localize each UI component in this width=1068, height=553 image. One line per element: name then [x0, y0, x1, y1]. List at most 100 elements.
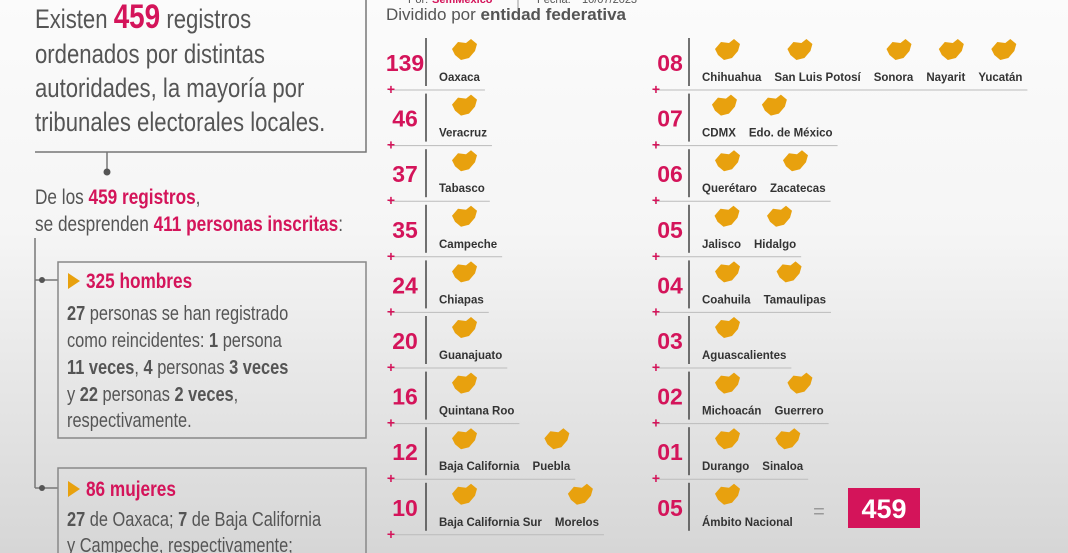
text-segment: De los	[35, 187, 89, 210]
text-segment: 411 personas inscritas	[154, 214, 339, 237]
text-line: y Campeche, respectivamente;	[67, 533, 293, 553]
state-icon	[452, 94, 477, 116]
plus: +	[652, 303, 660, 319]
text-segment: 11 veces	[67, 355, 134, 378]
text-segment: personas	[153, 355, 229, 378]
state-icon	[452, 428, 477, 450]
state-name: Chiapas	[439, 294, 484, 306]
men-title: 325 hombres	[86, 271, 192, 294]
state-icon	[787, 372, 813, 394]
state-icon	[767, 205, 792, 227]
state-icon	[452, 372, 477, 394]
text-segment: de Oaxaca;	[85, 507, 178, 530]
text-segment: como reincidentes:	[67, 328, 209, 351]
state-icon	[761, 94, 787, 116]
state-name: Durango	[702, 461, 749, 473]
state-icon	[452, 150, 477, 172]
text-line: tribunales electorales locales.	[35, 108, 325, 138]
count: 16	[392, 384, 418, 410]
state-icon	[715, 261, 740, 283]
text-segment: respectivamente.	[67, 408, 192, 431]
author: SemMéxico	[432, 0, 493, 6]
text-line: autoridades, la mayoría por	[35, 74, 304, 104]
state-name: Baja California	[439, 461, 520, 473]
state-icon	[715, 372, 740, 394]
text-segment: y Campeche, respectivamente;	[67, 533, 293, 553]
groups: 139 Oaxaca +46 Veracruz +37 Tabasco +35 Campech…	[386, 38, 1028, 542]
left-frame	[34, 0, 367, 553]
state-icon	[938, 39, 964, 60]
text-segment: registros	[160, 5, 251, 35]
text-segment: 3 veces	[229, 355, 288, 378]
text-segment: ordenados por distintas	[35, 40, 265, 70]
text-segment: 459	[114, 0, 161, 36]
plus: +	[387, 526, 395, 542]
text-segment: 27	[67, 301, 85, 324]
state-icon	[452, 39, 477, 60]
text-segment: personas	[98, 382, 174, 405]
state-name: Edo. de México	[749, 128, 833, 140]
text-line: 27 personas se han registrado	[67, 301, 288, 324]
count: 20	[392, 328, 418, 354]
text-segment: 22	[80, 382, 98, 405]
equals: =	[813, 501, 825, 523]
state-icon	[452, 205, 477, 227]
state-name: CDMX	[702, 128, 736, 140]
text-segment: ,	[234, 382, 239, 405]
text-segment: se desprenden	[35, 214, 154, 237]
count: 05	[657, 495, 683, 521]
state-icon	[787, 39, 813, 60]
text-segment: autoridades, la mayoría por	[35, 74, 304, 104]
state-name: Baja California Sur	[439, 517, 542, 529]
text-segment: personas se han registrado	[85, 301, 288, 324]
count: 07	[657, 106, 683, 132]
state-icon	[544, 428, 570, 450]
text-line: y 22 personas 2 veces,	[67, 382, 238, 405]
women-title: 86 mujeres	[86, 479, 176, 502]
triangle	[68, 481, 80, 497]
count: 01	[657, 439, 683, 465]
total-box	[848, 488, 920, 528]
dot	[39, 485, 45, 491]
state-name: Aguascalientes	[702, 350, 786, 362]
left-text: Existen 459 registros ordenados por disti…	[35, 0, 343, 553]
count: 46	[392, 106, 418, 132]
text-segment: y	[67, 382, 80, 405]
plus: +	[387, 81, 395, 97]
plus: +	[652, 470, 660, 486]
state-name: Jalisco	[702, 239, 741, 251]
state-name: Coahuila	[702, 294, 751, 306]
plus: +	[652, 415, 660, 431]
state-name: Guerrero	[774, 406, 823, 418]
state-icon	[711, 94, 737, 116]
count: 05	[657, 217, 683, 243]
text-line: respectivamente.	[67, 408, 192, 431]
state-name: Puebla	[533, 461, 571, 473]
text-line: ordenados por distintas	[35, 40, 265, 70]
state-icon	[782, 150, 808, 172]
state-icon	[776, 261, 802, 283]
state-name: Campeche	[439, 239, 497, 251]
text-line: se desprenden 411 personas inscritas:	[35, 214, 343, 237]
count: 03	[657, 328, 683, 354]
text-segment: de Baja California	[187, 507, 322, 530]
text-line: Existen 459 registros	[35, 0, 251, 36]
state-name: Sinaloa	[762, 461, 804, 473]
text-segment: ,	[196, 187, 201, 210]
plus: +	[652, 248, 660, 264]
state-name: Querétaro	[702, 183, 757, 195]
state-name: Yucatán	[978, 72, 1022, 84]
state-name: Tamaulipas	[764, 294, 826, 306]
text-segment: tribunales electorales locales.	[35, 108, 325, 138]
text-segment: 2 veces	[174, 382, 233, 405]
count: 12	[392, 439, 418, 465]
state-icon	[452, 261, 477, 283]
state-icon	[886, 39, 912, 60]
plus: +	[387, 359, 395, 375]
count: 04	[657, 272, 683, 298]
text-segment: 1	[209, 328, 218, 351]
count: 08	[657, 50, 683, 76]
text-line: 11 veces, 4 personas 3 veces	[67, 355, 288, 378]
state-name: Zacatecas	[770, 183, 826, 195]
